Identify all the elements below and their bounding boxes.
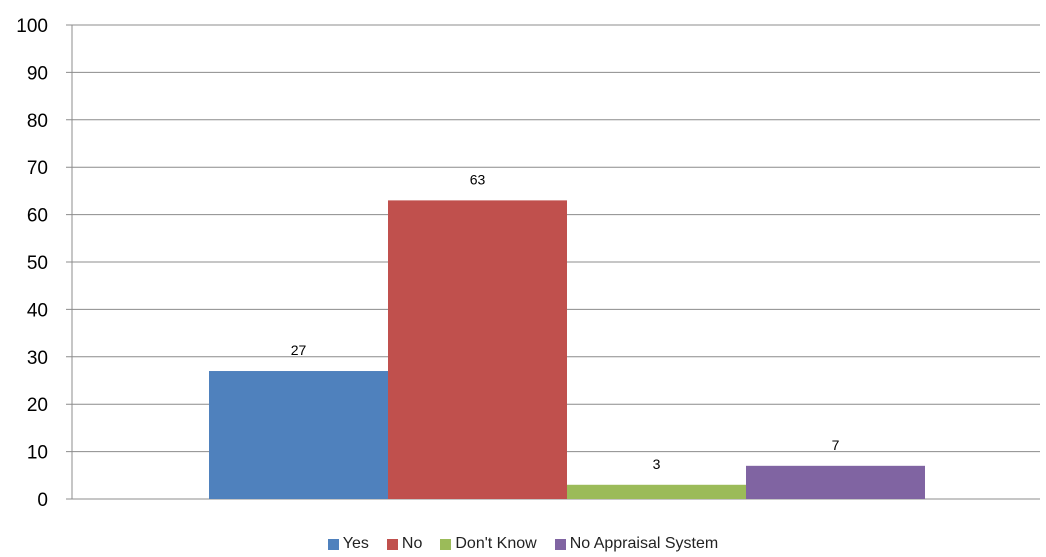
legend-label-no: No — [401, 535, 423, 552]
bars — [209, 200, 925, 499]
bar-no-appraisal-system — [746, 465, 925, 499]
y-tick-label-100: 100 — [16, 16, 48, 37]
y-tick-label-0: 0 — [37, 490, 48, 511]
legend-swatch-no-appraisal-system — [554, 538, 566, 550]
y-axis: 0 10 20 30 40 50 60 70 80 90 100 — [16, 16, 73, 511]
y-tick-label-10: 10 — [27, 443, 48, 464]
y-tick-label-70: 70 — [27, 158, 48, 179]
legend-item-no: No — [386, 535, 423, 553]
bar-chart: 0 10 20 30 40 50 60 70 80 90 100 27 63 3 7 — [16, 16, 1040, 511]
legend: Yes No Don't Know No Appraisal System — [0, 535, 1046, 553]
data-label-no: 63 — [470, 171, 486, 187]
bar-no — [388, 200, 567, 499]
y-tick-label-90: 90 — [27, 63, 48, 84]
y-tick-label-40: 40 — [27, 300, 48, 321]
legend-item-yes: Yes — [327, 535, 369, 553]
y-tick-label-60: 60 — [27, 206, 48, 227]
data-label-yes: 27 — [291, 342, 307, 358]
y-tick-label-50: 50 — [27, 253, 48, 274]
legend-swatch-yes — [327, 538, 339, 550]
legend-item-no-appraisal-system: No Appraisal System — [554, 535, 719, 553]
data-label-no-appraisal-system: 7 — [832, 437, 840, 453]
legend-label-no-appraisal-system: No Appraisal System — [569, 535, 719, 552]
bar-yes — [209, 371, 388, 499]
y-tick-label-20: 20 — [27, 395, 48, 416]
y-tick-label-80: 80 — [27, 111, 48, 132]
bar-don-t-know — [567, 484, 746, 499]
legend-label-don-t-know: Don't Know — [455, 535, 537, 552]
y-tick-label-30: 30 — [27, 348, 48, 369]
legend-swatch-no — [386, 538, 398, 550]
data-labels: 27 63 3 7 — [291, 171, 840, 471]
data-label-don-t-know: 3 — [653, 456, 661, 472]
legend-item-don-t-know: Don't Know — [440, 535, 537, 553]
legend-swatch-don-t-know — [440, 538, 452, 550]
legend-label-yes: Yes — [342, 535, 369, 552]
